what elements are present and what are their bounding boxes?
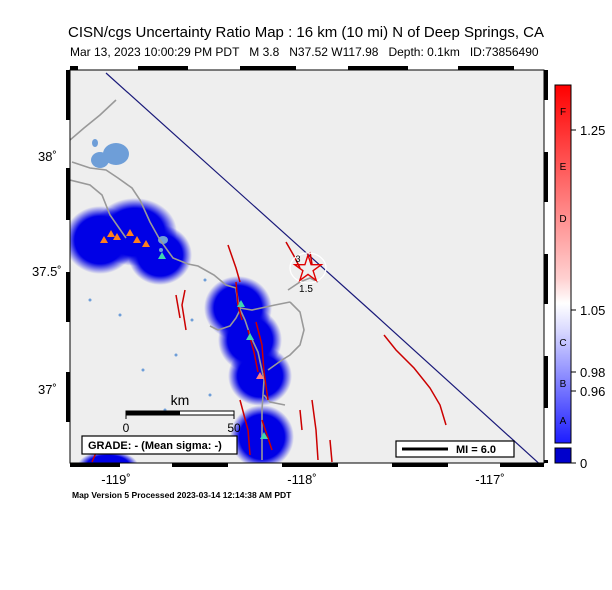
map-title: CISN/cgs Uncertainty Ratio Map : 16 km (… <box>67 24 544 41</box>
roads <box>70 99 319 460</box>
colorbar-value-0: 0 <box>580 456 587 471</box>
lon-label-119: -119˚ <box>101 472 130 487</box>
stations <box>100 229 268 439</box>
state-border <box>105 72 540 463</box>
colorbar-value-1-25: 1.25 <box>580 123 605 138</box>
orange-triangle-icon <box>133 236 141 243</box>
lat-label-38: 38˚ <box>38 149 57 164</box>
colorbar-letter-f: F <box>560 107 566 118</box>
colorbar-bottom-swatch <box>554 447 572 464</box>
lat-label-37: 37˚ <box>38 382 57 397</box>
map-area: 3 1.5 km 0 50 G <box>70 70 544 463</box>
event-depth: Depth: 0.1km <box>388 45 460 59</box>
event-subtitle: Mar 13, 2023 10:00:29 PM PDT M 3.8 N37.5… <box>70 45 539 59</box>
event-id: ID:73856490 <box>469 45 539 59</box>
orange-triangle-icon <box>142 240 150 247</box>
scale-bar: km 0 50 <box>123 392 241 435</box>
colorbar-gradient <box>554 84 572 444</box>
event-location: N37.52 W117.98 <box>289 45 379 59</box>
orange-triangle-icon <box>107 230 115 237</box>
epicenter-star-icon <box>292 252 324 283</box>
contour-label-1-5: 1.5 <box>299 284 313 295</box>
colorbar-value-1-05: 1.05 <box>580 303 605 318</box>
cyan-triangle-icon <box>237 300 245 307</box>
colorbar-letter-c: C <box>559 338 566 349</box>
contour-label-3: 3 <box>295 254 300 264</box>
scale-tick-50: 50 <box>227 421 241 435</box>
colorbar-letter-b: B <box>560 379 567 390</box>
lon-label-117: -117˚ <box>475 472 504 487</box>
pink-triangle-icon <box>256 372 264 379</box>
event-magnitude: M 3.8 <box>249 45 280 59</box>
scale-tick-0: 0 <box>123 421 130 435</box>
frame-ticks <box>66 66 548 467</box>
colorbar-letter-d: D <box>559 214 566 225</box>
orange-triangle-icon <box>100 236 108 243</box>
event-datetime: Mar 13, 2023 10:00:29 PM PDT <box>70 45 240 59</box>
scale-unit: km <box>171 392 190 408</box>
cyan-triangle-icon <box>246 333 254 340</box>
cyan-triangle-icon <box>260 432 268 439</box>
orange-triangle-icon <box>113 233 121 240</box>
colorbar-value-0-98: 0.98 <box>580 365 605 380</box>
mi-legend-box <box>395 440 515 458</box>
grade-text: GRADE: - (Mean sigma: -) <box>88 440 222 452</box>
lakes <box>88 139 212 412</box>
colorbar-value-0-96: 0.96 <box>580 384 605 399</box>
lat-label-37-5: 37.5˚ <box>32 264 62 279</box>
colorbar-letter-a: A <box>560 416 567 427</box>
colorbar-letter-e: E <box>560 162 567 173</box>
faults <box>91 241 447 463</box>
cyan-triangle-icon <box>158 252 166 259</box>
lon-label-118: -118˚ <box>287 472 316 487</box>
mi-legend-text: MI = 6.0 <box>456 444 496 456</box>
grade-box <box>81 435 238 455</box>
orange-triangle-icon <box>126 229 134 236</box>
map-version-footer: Map Version 5 Processed 2023-03-14 12:14… <box>72 490 292 500</box>
colorbar: F E D C B A 1.25 1.05 0.98 0.96 0 <box>554 84 605 471</box>
